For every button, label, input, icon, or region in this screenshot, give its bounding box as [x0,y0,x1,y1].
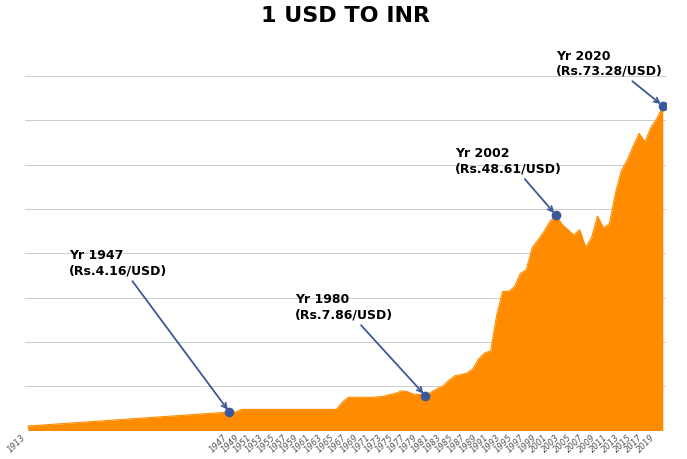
Text: Yr 1980
(Rs.7.86/USD): Yr 1980 (Rs.7.86/USD) [295,293,422,392]
Text: Yr 2020
(Rs.73.28/USD): Yr 2020 (Rs.73.28/USD) [556,50,663,104]
Title: 1 USD TO INR: 1 USD TO INR [260,6,429,26]
Text: Yr 1947
(Rs.4.16/USD): Yr 1947 (Rs.4.16/USD) [69,249,227,409]
Text: Yr 2002
(Rs.48.61/USD): Yr 2002 (Rs.48.61/USD) [455,147,562,212]
